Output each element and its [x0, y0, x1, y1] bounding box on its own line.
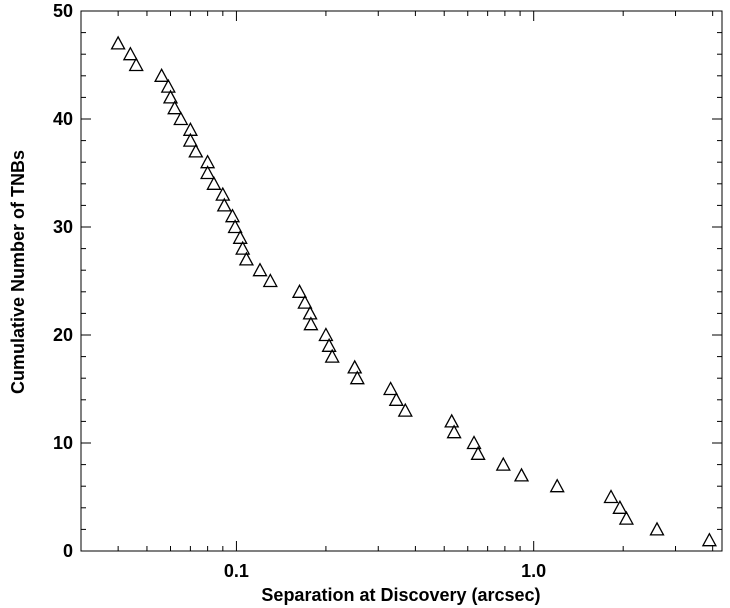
data-point-triangle: [167, 100, 183, 115]
data-point-triangle: [324, 348, 340, 363]
data-point-triangle: [262, 273, 278, 288]
data-point-triangle: [128, 57, 144, 72]
y-tick-label: 10: [53, 433, 73, 453]
data-points: [110, 35, 717, 547]
data-point-triangle: [495, 456, 511, 471]
data-point-triangle: [232, 229, 248, 244]
data-point-triangle: [349, 370, 365, 385]
data-point-triangle: [347, 359, 363, 374]
data-point-triangle: [200, 165, 216, 180]
data-point-triangle: [383, 381, 399, 396]
y-tick-label: 20: [53, 325, 73, 345]
data-point-triangle: [318, 327, 334, 342]
x-tick-label: 1.0: [521, 561, 546, 581]
plot-frame: [80, 10, 723, 552]
data-point-triangle: [446, 424, 462, 439]
data-point-triangle: [612, 499, 628, 514]
data-point-triangle: [649, 521, 665, 536]
data-point-triangle: [388, 391, 404, 406]
data-point-triangle: [206, 175, 222, 190]
data-point-triangle: [470, 445, 486, 460]
data-point-triangle: [154, 67, 170, 82]
y-tick-label: 0: [63, 541, 73, 561]
data-point-triangle: [235, 240, 251, 255]
data-point-triangle: [122, 46, 138, 61]
data-point-triangle: [291, 283, 308, 298]
y-axis-title: Cumulative Number of TNBs: [8, 150, 28, 394]
data-point-triangle: [466, 435, 482, 450]
x-axis-title: Separation at Discovery (arcsec): [261, 585, 540, 605]
data-point-triangle: [227, 219, 243, 234]
data-point-triangle: [397, 402, 413, 417]
data-point-triangle: [216, 197, 232, 212]
data-point-triangle: [224, 208, 241, 223]
x-tick-label: 0.1: [224, 561, 249, 581]
data-point-triangle: [252, 262, 268, 277]
data-point-triangle: [162, 89, 179, 104]
data-point-triangle: [173, 111, 189, 126]
data-point-triangle: [215, 186, 231, 201]
tick-labels: 0 10 20 30 40 50 0.1 1.0: [53, 1, 546, 581]
y-tick-label: 50: [53, 1, 73, 21]
data-point-triangle: [549, 478, 565, 493]
data-point-triangle: [110, 35, 126, 50]
data-point-triangle: [701, 532, 717, 547]
data-point-triangle: [188, 143, 204, 158]
data-point-triangle: [603, 489, 619, 504]
data-point-triangle: [182, 132, 198, 147]
data-point-triangle: [321, 337, 337, 352]
data-point-triangle: [513, 467, 530, 482]
data-point-triangle: [303, 316, 319, 331]
data-point-triangle: [444, 413, 460, 428]
data-point-triangle: [618, 510, 634, 525]
axis-ticks: [80, 10, 722, 552]
data-point-triangle: [297, 294, 313, 309]
data-point-triangle: [160, 78, 176, 93]
y-tick-label: 30: [53, 217, 73, 237]
data-point-triangle: [238, 251, 254, 266]
y-tick-label: 40: [53, 109, 73, 129]
